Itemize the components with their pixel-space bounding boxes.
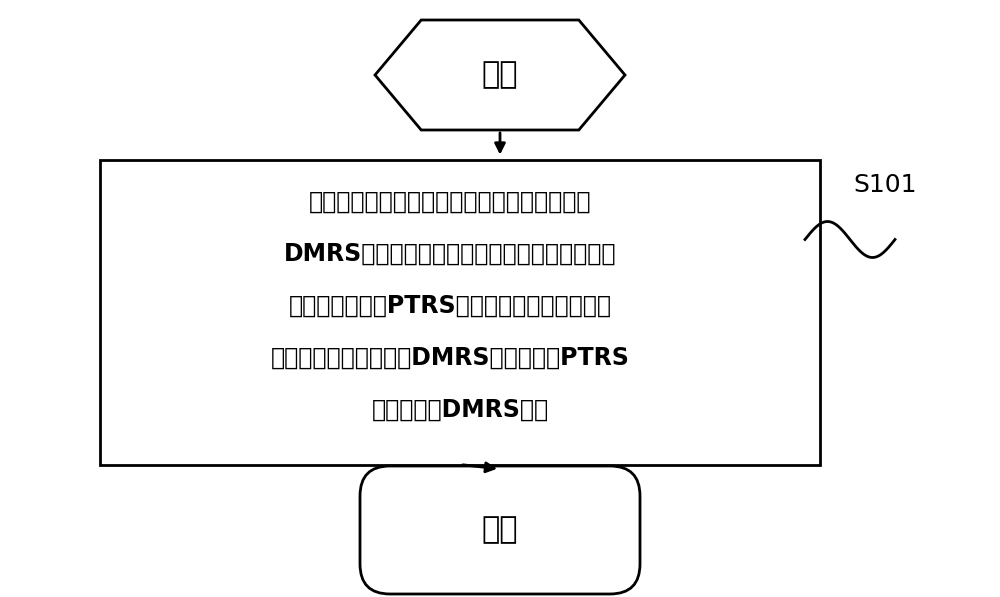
Text: S101: S101 bbox=[853, 173, 917, 196]
Text: 结束: 结束 bbox=[482, 515, 518, 544]
FancyBboxPatch shape bbox=[360, 466, 640, 594]
Polygon shape bbox=[375, 20, 625, 130]
Text: 位跟踪参考信号PTRS端口的目标子载波的位置: 位跟踪参考信号PTRS端口的目标子载波的位置 bbox=[288, 294, 612, 318]
Bar bbox=[100, 159, 820, 464]
Text: 信息指示给终端，目标DMRS端口为目标PTRS: 信息指示给终端，目标DMRS端口为目标PTRS bbox=[271, 346, 629, 370]
Text: 开始: 开始 bbox=[482, 60, 518, 90]
Text: 端口对应的DMRS端口: 端口对应的DMRS端口 bbox=[371, 398, 549, 421]
Text: 通过隐式或显式的方式，将目标解调参考信号: 通过隐式或显式的方式，将目标解调参考信号 bbox=[309, 189, 591, 214]
Text: DMRS端口所占用的子载波中，用于映射目标相: DMRS端口所占用的子载波中，用于映射目标相 bbox=[284, 242, 616, 266]
